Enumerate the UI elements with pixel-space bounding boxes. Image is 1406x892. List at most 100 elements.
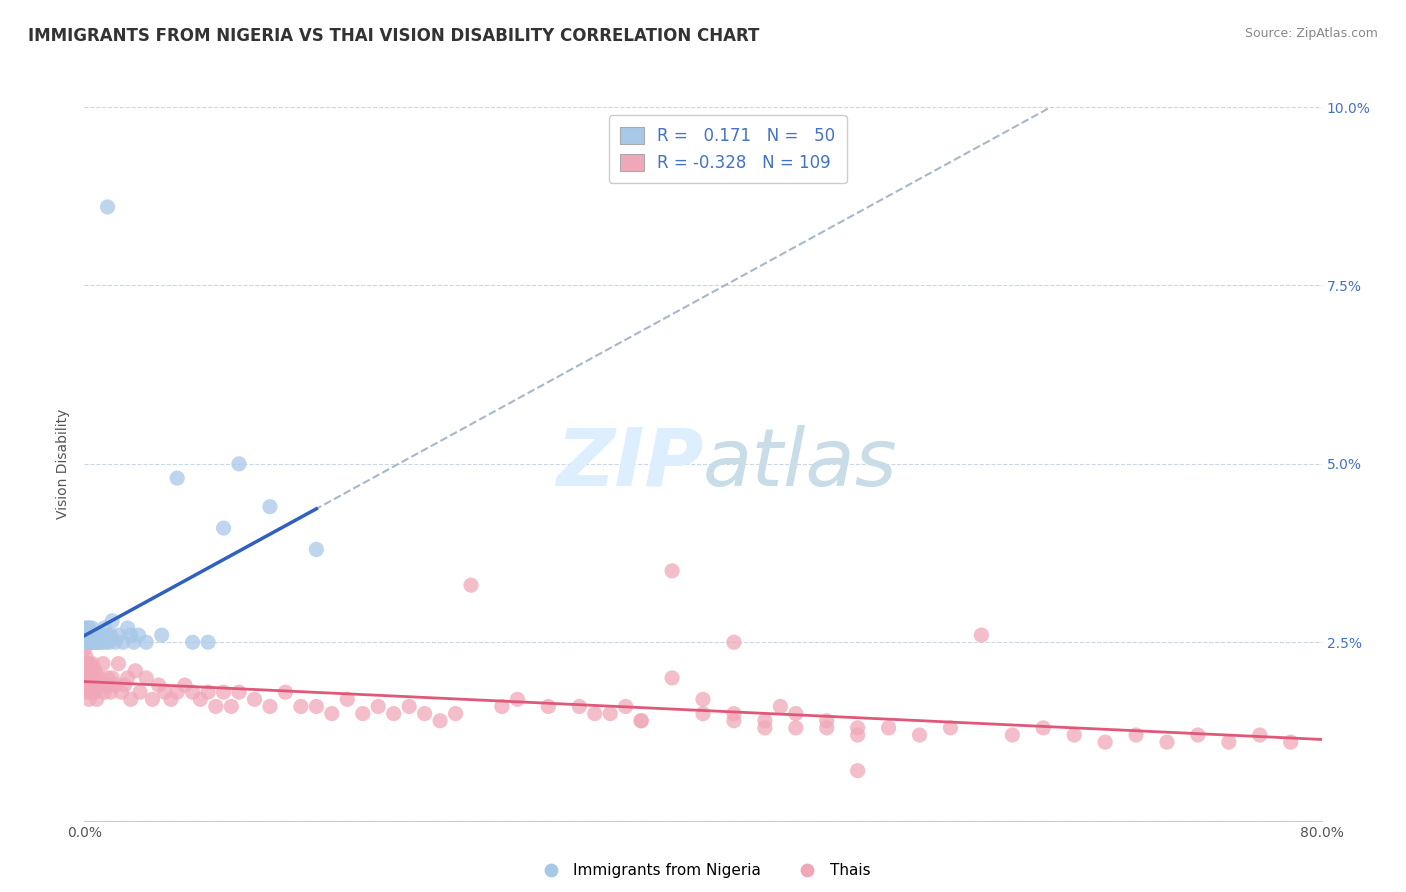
Point (228, 457, 250, 471)
Point (259, 699, 281, 714)
Point (112, 635, 135, 649)
Point (91, 635, 114, 649)
Point (160, 692, 183, 706)
Point (166, 471, 188, 485)
Point (117, 671, 139, 685)
Point (94, 635, 117, 649)
Point (73, 642, 96, 657)
Point (846, 764, 869, 778)
Point (104, 678, 127, 692)
Point (89, 671, 111, 685)
Point (79, 685, 101, 699)
Text: ZIP: ZIP (555, 425, 703, 503)
Point (83, 635, 105, 649)
Point (127, 628, 149, 642)
Point (129, 685, 152, 699)
Point (104, 635, 127, 649)
Point (76, 621, 98, 635)
Point (181, 635, 204, 649)
Point (877, 721, 900, 735)
Text: atlas: atlas (703, 425, 898, 503)
Point (86, 628, 108, 642)
Point (219, 699, 242, 714)
Point (197, 685, 219, 699)
Point (101, 614, 124, 628)
Point (429, 714, 451, 728)
Point (321, 706, 343, 721)
Point (89, 628, 111, 642)
Point (336, 692, 359, 706)
Point (153, 685, 176, 699)
Point (583, 706, 606, 721)
Text: Source: ZipAtlas.com: Source: ZipAtlas.com (1244, 27, 1378, 40)
Point (212, 521, 235, 535)
Point (75, 678, 97, 692)
Point (82, 635, 104, 649)
Point (692, 692, 714, 706)
Point (939, 721, 962, 735)
Point (352, 706, 374, 721)
Point (1218, 735, 1240, 749)
Point (83, 685, 105, 699)
Point (86, 635, 108, 649)
Point (723, 714, 745, 728)
Point (120, 692, 142, 706)
Point (76, 671, 98, 685)
Point (91, 657, 114, 671)
Point (100, 628, 122, 642)
Point (815, 721, 838, 735)
Y-axis label: Vision Disability: Vision Disability (56, 409, 70, 519)
Point (723, 635, 745, 649)
Point (77, 635, 100, 649)
Point (1187, 728, 1209, 742)
Point (76, 657, 98, 671)
Point (506, 692, 529, 706)
Point (77, 621, 100, 635)
Point (75, 649, 97, 664)
Point (76, 685, 98, 699)
Point (537, 699, 560, 714)
Point (568, 699, 591, 714)
Point (83, 635, 105, 649)
Point (815, 714, 838, 728)
Point (73, 671, 96, 685)
Point (228, 685, 250, 699)
Point (785, 706, 807, 721)
Point (1001, 728, 1024, 742)
Point (89, 635, 111, 649)
Point (1063, 728, 1085, 742)
Point (84, 664, 107, 678)
Point (769, 699, 792, 714)
Point (73, 657, 96, 671)
Point (754, 721, 776, 735)
Point (166, 685, 188, 699)
Point (1156, 735, 1178, 749)
Point (181, 685, 204, 699)
Point (75, 628, 97, 642)
Point (75, 635, 97, 649)
Text: IMMIGRANTS FROM NIGERIA VS THAI VISION DISABILITY CORRELATION CHART: IMMIGRANTS FROM NIGERIA VS THAI VISION D… (28, 27, 759, 45)
Point (73, 621, 96, 635)
Point (290, 699, 312, 714)
Point (82, 621, 104, 635)
Point (86, 671, 108, 685)
Point (846, 728, 869, 742)
Point (98, 678, 121, 692)
Point (305, 699, 328, 714)
Point (970, 628, 993, 642)
Point (785, 721, 807, 735)
Point (87, 635, 110, 649)
Point (305, 542, 328, 557)
Point (212, 685, 235, 699)
Point (77, 692, 100, 706)
Point (110, 685, 132, 699)
Point (1279, 735, 1302, 749)
Point (1249, 728, 1271, 742)
Point (84, 635, 107, 649)
Point (692, 706, 714, 721)
Point (77, 671, 100, 685)
Point (79, 628, 101, 642)
Point (382, 706, 405, 721)
Point (661, 671, 683, 685)
Point (90, 628, 112, 642)
